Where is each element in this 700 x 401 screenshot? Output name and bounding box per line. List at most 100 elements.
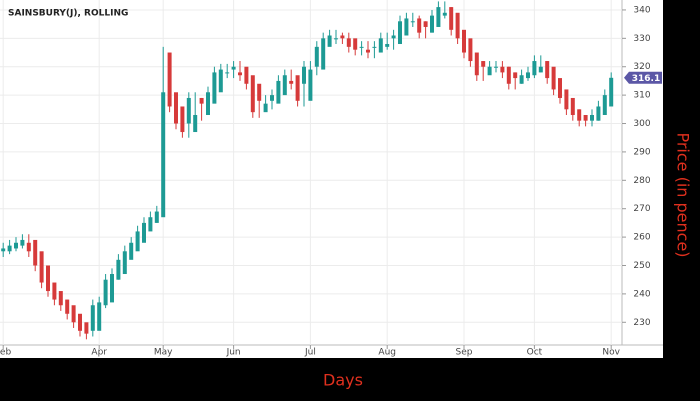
candle-body bbox=[609, 77, 614, 107]
last-price-tag bbox=[624, 71, 662, 84]
candle-body bbox=[167, 52, 172, 107]
candle-body bbox=[308, 69, 313, 101]
candle-body bbox=[545, 61, 550, 79]
y-tick-label: 310 bbox=[633, 91, 650, 101]
candle-body bbox=[129, 242, 134, 260]
candle-body bbox=[583, 115, 588, 121]
last-price-label: 316.1 bbox=[632, 74, 660, 84]
candle-body bbox=[135, 231, 140, 252]
candle-body bbox=[417, 18, 422, 33]
candle-body bbox=[577, 109, 582, 121]
candle-body bbox=[359, 46, 364, 48]
candle-body bbox=[212, 72, 217, 104]
candle-body bbox=[596, 106, 601, 121]
candle-body bbox=[174, 92, 178, 124]
candle-body bbox=[71, 305, 76, 323]
candle-body bbox=[84, 322, 89, 334]
candle-body bbox=[551, 66, 556, 90]
candle-body bbox=[148, 217, 153, 232]
x-tick-label: Nov bbox=[602, 348, 620, 358]
candle-body bbox=[103, 279, 108, 306]
candle-body bbox=[570, 97, 575, 115]
candle-body bbox=[263, 103, 268, 113]
candle-body bbox=[154, 211, 159, 223]
candle-body bbox=[449, 7, 454, 30]
candle-body bbox=[244, 66, 249, 84]
y-tick-label: 280 bbox=[633, 176, 650, 186]
y-tick-label: 300 bbox=[633, 119, 650, 129]
candle-body bbox=[90, 305, 95, 331]
candle-body bbox=[462, 29, 466, 53]
candle-body bbox=[39, 251, 44, 283]
candle-body bbox=[487, 66, 492, 76]
candle-body bbox=[366, 49, 370, 53]
candle-body bbox=[33, 239, 38, 266]
candle-body bbox=[391, 35, 396, 39]
x-tick-label: Sep bbox=[456, 348, 473, 358]
x-tick-label: Jul bbox=[304, 348, 316, 358]
candle-body bbox=[564, 89, 569, 110]
candle-body bbox=[590, 115, 594, 121]
candle-body bbox=[289, 80, 294, 84]
candle-body bbox=[276, 80, 281, 104]
candle-body bbox=[372, 46, 377, 48]
y-tick-label: 320 bbox=[633, 62, 650, 72]
candle-body bbox=[218, 69, 223, 93]
candle-body bbox=[46, 265, 50, 292]
candle-body bbox=[327, 35, 332, 47]
y-tick-label: 270 bbox=[633, 204, 650, 214]
candle-body bbox=[295, 75, 300, 101]
candle-body bbox=[52, 282, 57, 300]
candle-body bbox=[340, 35, 345, 39]
candle-body bbox=[334, 38, 338, 40]
candle-body bbox=[513, 72, 518, 79]
candle-body bbox=[468, 38, 473, 62]
candle-body bbox=[430, 15, 434, 33]
candle-body bbox=[506, 66, 511, 84]
x-tick-label: Aug bbox=[378, 348, 396, 358]
y-tick-label: 330 bbox=[633, 34, 650, 44]
candle-body bbox=[193, 115, 198, 133]
candle-body bbox=[110, 274, 114, 303]
y-tick-label: 260 bbox=[633, 233, 650, 243]
candle-body bbox=[97, 302, 102, 331]
x-tick-label: Oct bbox=[527, 348, 543, 358]
candle-body bbox=[186, 97, 191, 124]
candle-body bbox=[58, 291, 63, 306]
candle-body bbox=[494, 66, 498, 68]
candle-body bbox=[321, 38, 326, 70]
x-tick-label: Apr bbox=[91, 348, 107, 358]
candle-body bbox=[346, 38, 351, 47]
candle-body bbox=[231, 66, 236, 70]
candle-body bbox=[538, 66, 543, 73]
candle-body bbox=[270, 95, 274, 101]
candle-body bbox=[180, 106, 185, 133]
x-tick-label: May bbox=[154, 348, 173, 358]
x-tick-label: Feb bbox=[0, 348, 11, 358]
candle-body bbox=[519, 75, 524, 84]
candle-body bbox=[602, 95, 607, 115]
candle-body bbox=[353, 38, 358, 50]
y-tick-label: 240 bbox=[633, 289, 650, 299]
candle-body bbox=[26, 242, 31, 252]
candle-body bbox=[20, 239, 25, 246]
x-axis-label: Days bbox=[323, 371, 363, 390]
x-tick-label: Jun bbox=[226, 348, 241, 358]
y-axis-label: Price (in pence) bbox=[674, 132, 693, 257]
candle-body bbox=[481, 61, 486, 67]
candle-body bbox=[500, 66, 505, 73]
y-tick-label: 230 bbox=[633, 318, 650, 328]
candle-body bbox=[398, 21, 402, 45]
candle-body bbox=[14, 242, 18, 249]
candle-body bbox=[314, 46, 319, 67]
y-tick-label: 250 bbox=[633, 261, 650, 271]
candle-body bbox=[532, 61, 537, 76]
candle-body bbox=[302, 66, 306, 84]
candle-body bbox=[78, 313, 82, 331]
candle-body bbox=[7, 245, 12, 252]
candle-body bbox=[474, 52, 479, 76]
candle-body bbox=[122, 251, 127, 275]
candle-body bbox=[455, 12, 460, 39]
